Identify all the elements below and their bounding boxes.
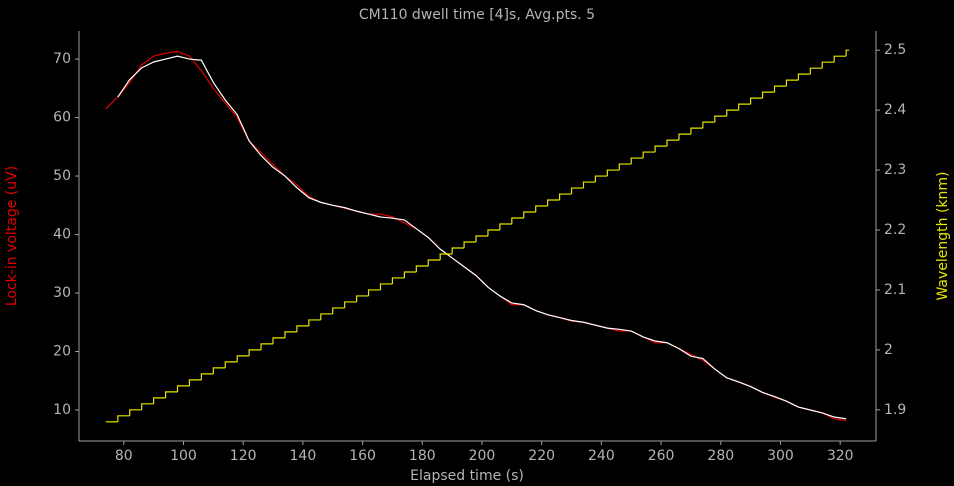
y2-axis-label: Wavelength (knm): [935, 171, 951, 300]
y-tick-label: 30: [53, 285, 71, 301]
step-segment: [702, 121, 715, 129]
x-tick-label: 180: [409, 448, 436, 464]
step-segment: [678, 133, 691, 141]
step-segment: [415, 265, 429, 272]
step-segment: [535, 205, 548, 213]
step-segment: [558, 193, 572, 201]
step-segment: [642, 151, 656, 159]
step-segment: [236, 355, 250, 362]
step-segment: [332, 307, 345, 314]
step-segment: [475, 235, 488, 242]
step-segment: [582, 181, 596, 189]
step-segment: [320, 313, 333, 320]
x-tick-label: 300: [767, 448, 794, 464]
y2-tick-label: 2.4: [884, 102, 906, 118]
step-segment: [833, 55, 847, 63]
y-tick-label: 70: [53, 51, 71, 67]
step-segment: [451, 247, 465, 254]
step-segment: [785, 79, 799, 87]
step-segment: [809, 67, 823, 75]
step-segment: [570, 187, 584, 195]
y2-tick-label: 2.3: [884, 162, 906, 178]
step-segment: [141, 403, 154, 410]
y-axis-label: Lock-in voltage (uV): [4, 166, 20, 306]
step-segment: [666, 139, 679, 147]
step-segment: [821, 61, 835, 69]
y2-tick-label: 1.9: [884, 402, 906, 418]
y2-tick-label: 2: [884, 342, 893, 358]
step-segment: [797, 73, 811, 81]
step-segment: [845, 49, 850, 57]
step-segment: [272, 337, 285, 344]
step-segment: [487, 229, 500, 236]
series-line: [117, 55, 847, 420]
y-tick-label: 20: [53, 344, 71, 360]
step-segment: [761, 91, 775, 99]
step-segment: [212, 367, 226, 374]
step-segment: [308, 319, 321, 326]
step-segment: [427, 259, 441, 266]
step-segment: [200, 373, 214, 380]
y-tick-label: 10: [53, 402, 71, 418]
step-segment: [630, 157, 644, 165]
step-segment: [690, 127, 703, 135]
step-segment: [547, 199, 560, 207]
step-segment: [523, 211, 536, 219]
step-segment: [260, 343, 274, 350]
y-tick-label: 60: [53, 110, 71, 126]
x-tick-label: 260: [648, 448, 675, 464]
step-segment: [499, 223, 512, 231]
step-segment: [129, 409, 142, 416]
x-tick-label: 120: [230, 448, 257, 464]
x-tick-label: 200: [469, 448, 496, 464]
step-segment: [224, 361, 238, 368]
chart-title: CM110 dwell time [4]s, Avg.pts. 5: [359, 7, 595, 23]
x-tick-label: 240: [588, 448, 615, 464]
step-segment: [391, 277, 405, 284]
step-segment: [379, 283, 393, 290]
step-segment: [463, 241, 477, 248]
step-segment: [403, 271, 417, 278]
step-segment: [738, 103, 751, 111]
step-segment: [176, 385, 190, 392]
x-tick-label: 320: [827, 448, 854, 464]
step-segment: [344, 301, 357, 308]
step-segment: [367, 289, 381, 296]
x-tick-label: 80: [115, 448, 133, 464]
step-segment: [618, 163, 632, 171]
step-segment: [164, 391, 178, 398]
step-segment: [188, 379, 202, 386]
y2-tick-label: 2.1: [884, 282, 906, 298]
step-segment: [356, 295, 369, 302]
y2-tick-label: 2.5: [884, 42, 906, 58]
y2-tick-label: 2.2: [884, 222, 906, 238]
step-segment: [606, 169, 620, 177]
step-segment: [750, 97, 763, 105]
step-segment: [284, 331, 297, 338]
y-tick-label: 40: [53, 227, 71, 243]
x-axis-label: Elapsed time (s): [410, 468, 524, 484]
x-tick-label: 100: [170, 448, 197, 464]
step-segment: [594, 175, 608, 183]
x-tick-label: 160: [349, 448, 376, 464]
step-segment: [248, 349, 262, 356]
step-segment: [654, 145, 668, 153]
x-tick-label: 280: [707, 448, 734, 464]
y-tick-label: 50: [53, 168, 71, 184]
step-segment: [439, 253, 453, 260]
step-segment: [773, 85, 787, 93]
step-segment: [726, 109, 739, 117]
step-segment: [511, 217, 524, 225]
x-tick-label: 220: [528, 448, 555, 464]
step-segment: [153, 397, 166, 404]
x-tick-label: 140: [290, 448, 317, 464]
step-segment: [714, 115, 727, 123]
step-segment: [117, 415, 130, 422]
step-segment: [296, 325, 309, 332]
